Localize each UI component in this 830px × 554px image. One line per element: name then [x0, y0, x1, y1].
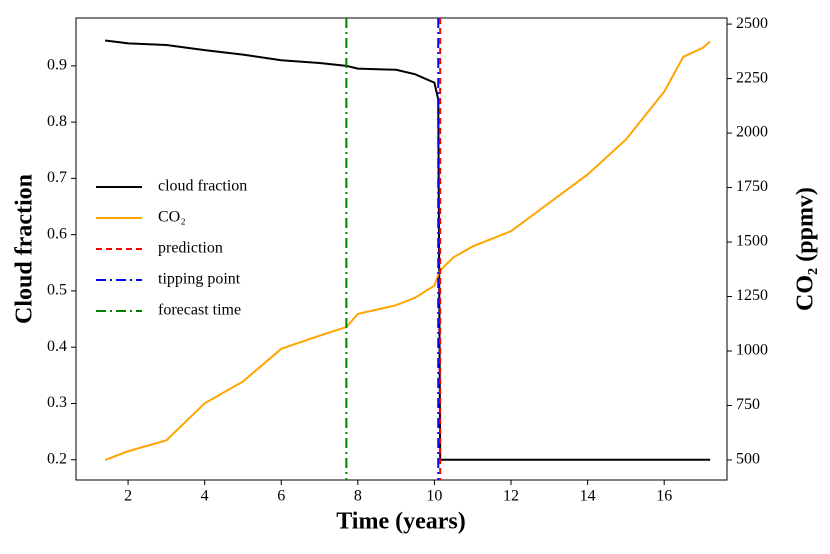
- x-tick-label: 2: [124, 488, 132, 505]
- y2-tick-label: 1750: [736, 178, 768, 195]
- legend-label: tipping point: [158, 271, 241, 288]
- y-tick-label: 0.4: [47, 338, 67, 355]
- y2-tick-label: 2500: [736, 15, 768, 32]
- y2-tick-label: 1000: [736, 342, 768, 359]
- y-axis-label: Cloud fraction: [12, 174, 38, 324]
- plot-frame: [75, 17, 728, 481]
- y2-tick-label: 2250: [736, 69, 768, 86]
- x-tick-label: 12: [503, 488, 519, 505]
- y-tick-label: 0.5: [47, 282, 67, 299]
- y-tick-label: 0.7: [47, 169, 67, 186]
- y-tick-label: 0.2: [47, 450, 67, 467]
- y2-axis-label: CO₂ (ppmv): [793, 187, 819, 311]
- legend-label: cloud fraction: [158, 178, 247, 195]
- x-tick-label: 4: [201, 488, 209, 505]
- legend-label: prediction: [158, 240, 223, 257]
- x-tick-label: 14: [580, 488, 596, 505]
- y-tick-label: 0.9: [47, 57, 67, 74]
- y2-tick-label: 1500: [736, 233, 768, 250]
- legend-label: forecast time: [158, 302, 241, 319]
- y-tick-label: 0.3: [47, 394, 67, 411]
- y2-tick-label: 750: [736, 396, 760, 413]
- y2-tick-label: 500: [736, 451, 760, 468]
- x-tick-label: 10: [426, 488, 442, 505]
- legend-label: CO₂: [158, 209, 186, 226]
- data-line: [104, 39, 711, 461]
- x-tick-label: 16: [656, 488, 672, 505]
- data-line: [104, 40, 711, 461]
- x-tick-label: 6: [277, 488, 285, 505]
- y-tick-label: 0.8: [47, 113, 67, 130]
- y2-tick-label: 1250: [736, 287, 768, 304]
- y-tick-label: 0.6: [47, 225, 67, 242]
- y2-tick-label: 2000: [736, 124, 768, 141]
- x-tick-label: 8: [354, 488, 362, 505]
- x-axis-label: Time (years): [336, 509, 466, 535]
